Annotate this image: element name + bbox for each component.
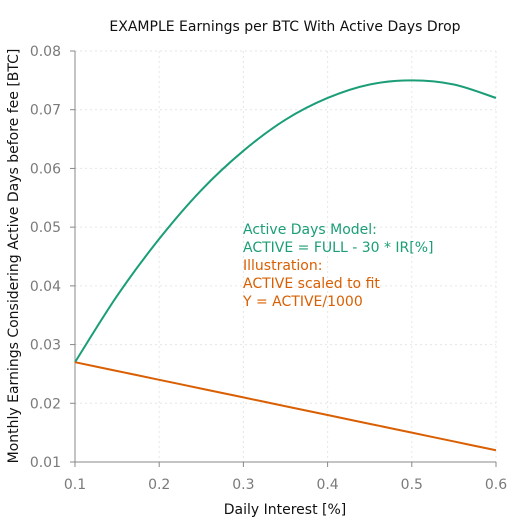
x-tick-label: 0.2 [148,477,170,493]
annotation-line: ACTIVE = FULL - 30 * IR[%] [243,240,434,256]
y-tick-label: 0.04 [30,279,61,295]
series-layer [74,79,497,452]
y-tick-label: 0.05 [30,220,61,236]
x-tick-label: 0.4 [316,477,338,493]
series-line-2 [74,361,497,452]
y-tick-label: 0.02 [30,396,61,412]
annotation-block: Active Days Model: ACTIVE = FULL - 30 * I… [242,222,434,310]
x-axis-label: Daily Interest [%] [224,502,347,518]
x-tick-label: 0.6 [485,477,507,493]
annotation-line: ACTIVE scaled to fit [243,276,380,292]
y-tick-label: 0.08 [30,44,61,60]
y-tick-label: 0.01 [30,455,61,471]
annotation-line: Active Days Model: [243,222,377,238]
annotation-line: Illustration: [243,258,322,274]
y-tick-label: 0.03 [30,338,61,354]
series-line-1 [74,79,497,363]
axes: 0.1 0.2 0.3 0.4 0.5 0.6 0.01 0.02 0.03 0.04 0.05 0.… [30,44,507,493]
x-tick-label: 0.1 [64,477,86,493]
chart-title: EXAMPLE Earnings per BTC With Active Day… [109,19,460,35]
y-tick-label: 0.06 [30,161,61,177]
x-tick-label: 0.3 [232,477,254,493]
grid [74,50,497,463]
y-tick-label: 0.07 [30,103,61,119]
y-axis-label: Monthly Earnings Considering Active Days… [6,49,22,464]
annotation-line: Y = ACTIVE/1000 [242,294,363,310]
x-tick-label: 0.5 [401,477,423,493]
